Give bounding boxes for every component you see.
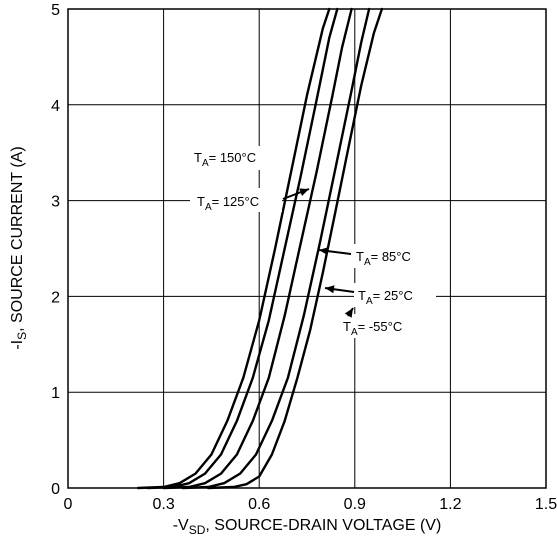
series-line-3 [181, 7, 371, 490]
annotation-2: TA= 85°C [318, 244, 438, 268]
arrow-head-icon [299, 188, 309, 196]
plot-frame [67, 8, 547, 489]
arrow-head-icon [325, 285, 335, 294]
y-tick-label: 3 [51, 194, 60, 211]
x-tick-label: 1.5 [535, 496, 557, 513]
series-line-2 [162, 7, 353, 490]
annotation-background [352, 244, 438, 268]
series-line-1 [146, 7, 339, 490]
annotation-background [190, 146, 286, 170]
annotation-label: TA= 150°C [194, 150, 256, 169]
series-line-4 [207, 7, 384, 490]
x-tick-label: 0.3 [152, 496, 174, 513]
annotation-background [340, 314, 432, 338]
annotation-background [190, 188, 282, 212]
annotation-0: TA= 150°C [190, 146, 286, 170]
y-tick-label: 2 [51, 289, 60, 306]
annotation-label: TA= -55°C [343, 319, 402, 338]
tick-labels: 0 0.3 0.6 0.9 1.2 1.5 0 1 2 3 4 5 [51, 2, 557, 513]
y-tick-label: 1 [51, 385, 60, 402]
arrow-head-icon [344, 308, 353, 318]
series-line-0 [136, 7, 331, 490]
y-tick-label: 0 [51, 481, 60, 498]
series-curves [136, 7, 384, 490]
annotation-label: TA= 85°C [356, 249, 411, 268]
annotation-label: TA= 25°C [358, 288, 413, 307]
series-annotations: TA= 150°C TA= 125°C TA= 85°C TA= 25°C TA= -5… [190, 146, 438, 338]
annotation-background [354, 283, 436, 307]
y-tick-label: 4 [51, 98, 60, 115]
x-tick-label: 0 [64, 496, 73, 513]
y-axis-label: -IS, SOURCE CURRENT (A) [9, 146, 29, 349]
annotation-1: TA= 125°C [190, 188, 310, 213]
x-tick-label: 0.9 [344, 496, 366, 513]
x-tick-label: 0.6 [248, 496, 270, 513]
x-tick-label: 1.2 [439, 496, 461, 513]
grid-lines [68, 9, 546, 488]
x-axis-label: -VSD, SOURCE-DRAIN VOLTAGE (V) [173, 517, 442, 537]
annotation-3: TA= 25°C [324, 283, 436, 307]
y-tick-label: 5 [51, 2, 60, 19]
annotation-label: TA= 125°C [197, 194, 259, 213]
arrow-head-icon [319, 247, 329, 256]
annotation-4: TA= -55°C [340, 307, 432, 338]
